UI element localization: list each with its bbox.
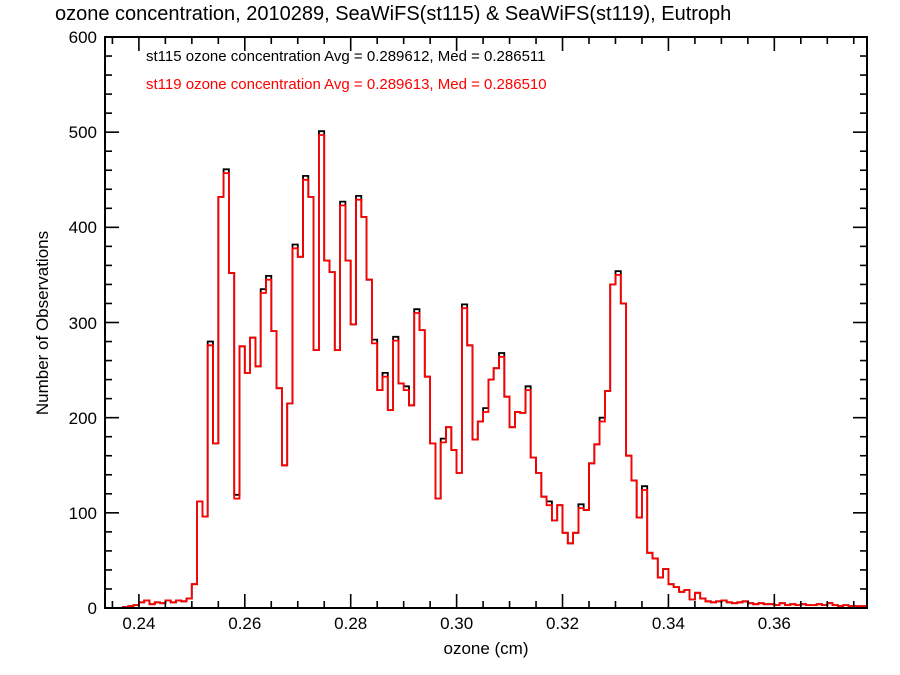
st115-histogram-line: [105, 130, 867, 609]
legend-entry-st119: st119 ozone concentration Avg = 0.289613…: [146, 76, 547, 93]
y-tick-label-100: 100: [68, 503, 97, 523]
x-tick-label-0.32: 0.32: [545, 614, 580, 633]
legend-entry-st115: st115 ozone concentration Avg = 0.289612…: [146, 48, 546, 65]
axes-box: [104, 36, 868, 609]
x-axis-title: ozone (cm): [443, 639, 529, 658]
y-tick-label-0: 0: [87, 599, 97, 618]
y-tick-label-300: 300: [68, 313, 97, 333]
x-tick-label-0.28: 0.28: [334, 614, 368, 633]
y-tick-label-400: 400: [68, 218, 97, 238]
x-tick-label-0.24: 0.24: [122, 614, 156, 633]
y-tick-label-200: 200: [68, 408, 97, 428]
st119-histogram-line: [105, 134, 867, 609]
x-tick-label-0.30: 0.30: [440, 614, 474, 633]
x-tick-label-0.34: 0.34: [651, 614, 685, 633]
y-tick-label-500: 500: [68, 123, 97, 143]
x-tick-label-0.36: 0.36: [757, 614, 791, 633]
x-tick-label-0.26: 0.26: [228, 614, 262, 633]
y-tick-label-600: 600: [68, 28, 97, 47]
chart-title: ozone concentration, 2010289, SeaWiFS(st…: [55, 3, 732, 25]
